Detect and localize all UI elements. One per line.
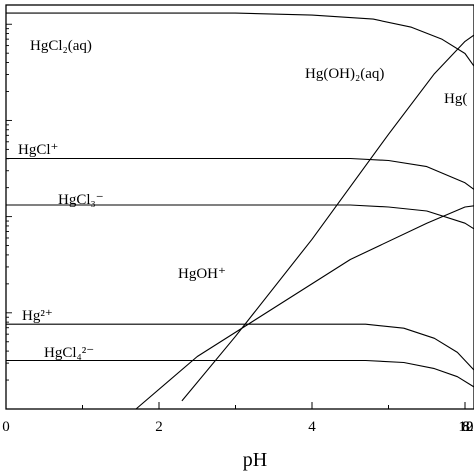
series-line-hgcl- xyxy=(6,157,474,191)
series-line-hgcl3- xyxy=(6,204,474,230)
series-line-hg2- xyxy=(6,323,474,371)
series-label-hg2-: Hg²⁺ xyxy=(22,308,53,324)
series-label-hgcl3-: HgCl₃⁻ xyxy=(58,192,104,208)
y-axis-ticks xyxy=(6,23,12,381)
x-tick-label: 4 xyxy=(308,419,316,435)
x-axis-ticks xyxy=(82,402,466,409)
series-label-hgcl4-2-: HgCl₄²⁻ xyxy=(44,345,94,361)
series-label-hgcl-: HgCl⁺ xyxy=(18,142,58,158)
series-label-hgoh-: HgOH⁺ xyxy=(178,266,226,282)
x-tick-label: 2 xyxy=(155,419,163,435)
series-line-hgoh- xyxy=(135,205,474,410)
series-line-hgcl2-aq- xyxy=(6,12,474,68)
x-axis-title: pH xyxy=(243,449,267,471)
series-line-hgcl4-2- xyxy=(6,359,474,388)
series-label-hg-oh-2-aq-: Hg(OH)₂(aq) xyxy=(305,66,384,82)
series-label-hgcl2-aq-: HgCl₂(aq) xyxy=(30,38,92,54)
plot-frame xyxy=(5,4,474,410)
x-tick-label: 10 xyxy=(459,419,474,435)
x-tick-label: 6 xyxy=(461,419,469,435)
x-tick-label: 12 xyxy=(459,419,474,435)
x-tick-label: 8 xyxy=(462,419,470,435)
x-tick-label: 0 xyxy=(2,419,10,435)
series-label-hg-oh-3-: Hg( xyxy=(444,91,467,107)
series-line-hg-oh-2-aq- xyxy=(181,34,474,402)
series-lines xyxy=(6,12,474,410)
series-labels: HgCl₂(aq) Hg(OH)₂(aq) HgCl⁺ HgCl₃⁻ HgOH⁺ Hg²⁺… xyxy=(18,38,467,361)
